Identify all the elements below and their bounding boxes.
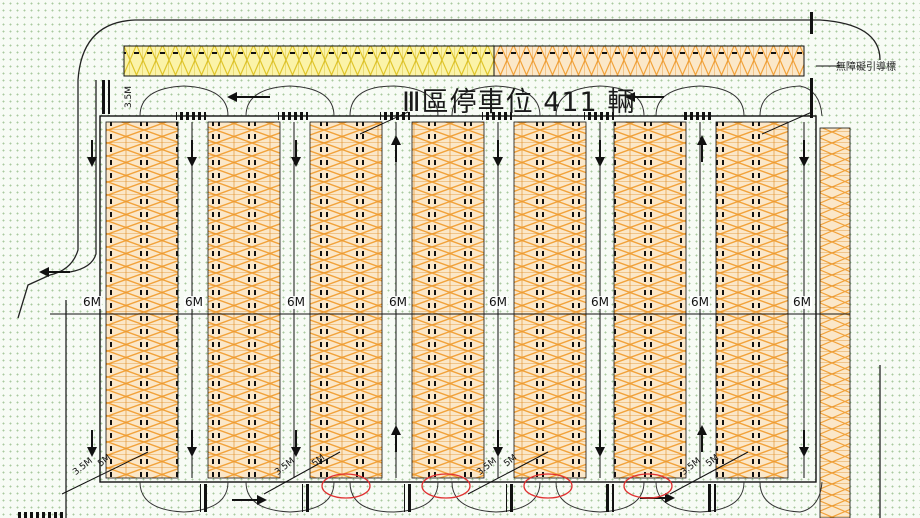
highlight-cloud-4: [623, 473, 673, 499]
flow-arrows: [39, 92, 809, 505]
stall-column-4: [411, 121, 485, 479]
stall-column-5: [513, 121, 587, 479]
aisle-width-label-4: 6M: [388, 295, 408, 309]
stall-column-6: [613, 121, 687, 479]
top-dim-label: 3.5M: [124, 85, 135, 109]
aisle-width-label-8: 6M: [792, 295, 812, 309]
highlight-clouds: [321, 473, 673, 499]
stall-columns: [105, 121, 851, 518]
accessible-guide-note: 無障礙引導標: [836, 62, 896, 73]
top-stall-row-yellow: [123, 45, 495, 77]
stall-column-1: [105, 121, 179, 479]
page-title: Ⅲ區停車位 411 輛: [402, 87, 636, 118]
aisle-width-label-3: 6M: [286, 295, 306, 309]
top-stall-row-orange: [493, 45, 805, 77]
aisle-width-label-7: 6M: [690, 295, 710, 309]
aisle-width-label-6: 6M: [590, 295, 610, 309]
stall-column-7: [715, 121, 789, 479]
stall-column-3: [309, 121, 383, 479]
stall-column-right: [819, 127, 851, 518]
gate-bars: [18, 12, 816, 518]
diagonal-dimension-marks: [61, 111, 813, 495]
stall-column-2: [207, 121, 281, 479]
aisle-width-label-5: 6M: [488, 295, 508, 309]
highlight-cloud-2: [421, 473, 471, 499]
highlight-cloud-3: [523, 473, 573, 499]
aisle-width-label-1: 6M: [82, 295, 102, 309]
aisle-width-label-2: 6M: [184, 295, 204, 309]
highlight-cloud-1: [321, 473, 371, 499]
